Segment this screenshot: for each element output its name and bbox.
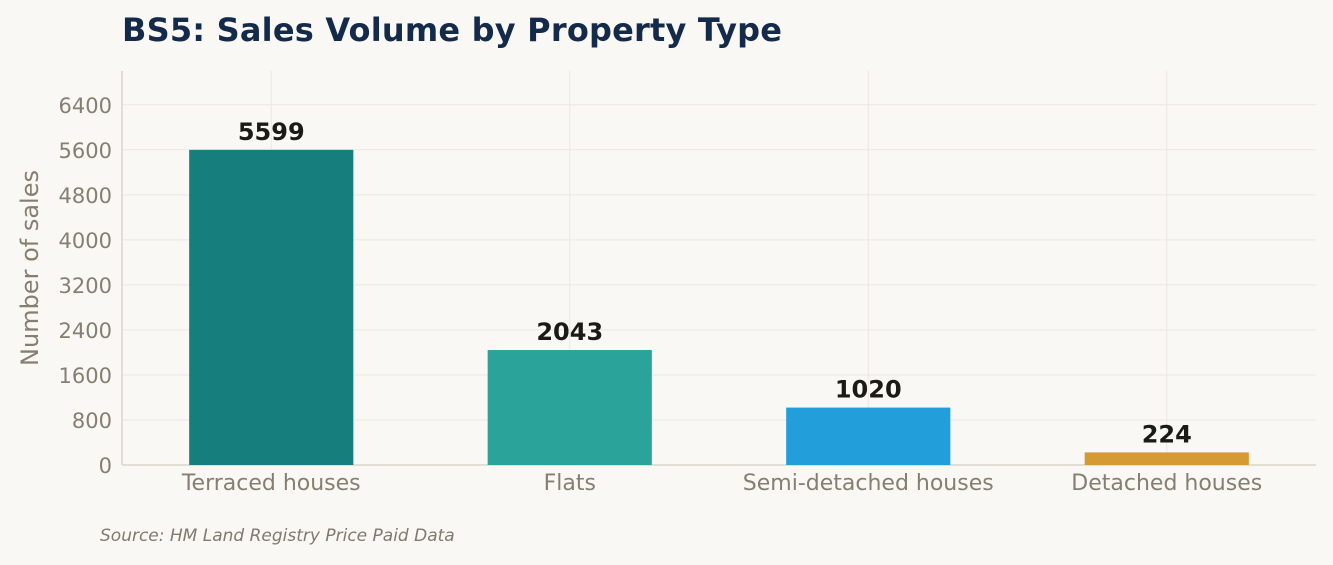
bar (189, 149, 354, 465)
bar (1084, 452, 1249, 465)
bar-value-label: 2043 (536, 318, 603, 346)
y-tick-label: 4000 (59, 229, 112, 253)
y-tick-label: 6400 (59, 94, 112, 118)
bar-value-label: 1020 (835, 376, 902, 404)
bar-value-label: 224 (1142, 420, 1192, 448)
y-tick-label: 3200 (59, 274, 112, 298)
x-tick-label: Terraced houses (181, 471, 361, 496)
y-axis-title: Number of sales (16, 170, 44, 366)
y-tick-label: 0 (99, 454, 112, 478)
x-tick-label: Semi-detached houses (743, 471, 994, 496)
y-tick-label: 5600 (59, 139, 112, 163)
y-tick-label: 4800 (59, 184, 112, 208)
bar (786, 407, 951, 465)
y-tick-label: 800 (72, 409, 112, 433)
x-tick-label: Detached houses (1071, 471, 1262, 496)
y-tick-label: 1600 (59, 364, 112, 388)
y-tick-label: 2400 (59, 319, 112, 343)
chart-title: BS5: Sales Volume by Property Type (122, 11, 783, 49)
source-note: Source: HM Land Registry Price Paid Data (100, 526, 455, 546)
bar-value-label: 5599 (238, 118, 305, 146)
bar (487, 350, 652, 465)
bars (189, 149, 1249, 465)
labels: 0 800 1600 2400 3200 4000 4800 5600 6400 5599 Terr… (16, 94, 1262, 496)
x-tick-label: Flats (544, 471, 596, 496)
